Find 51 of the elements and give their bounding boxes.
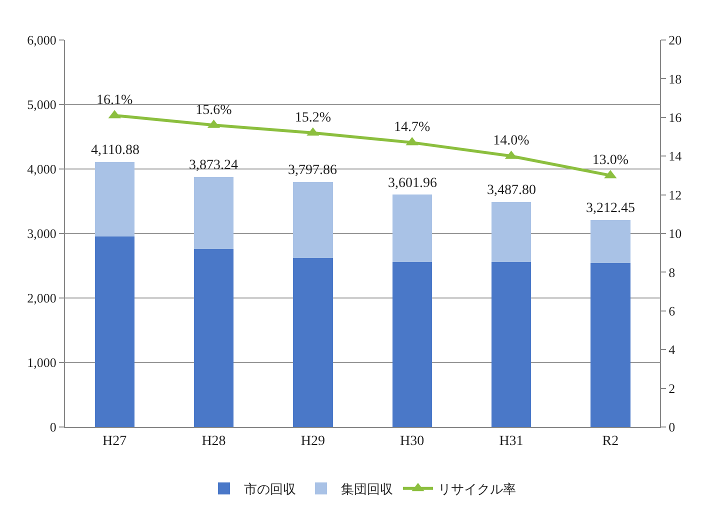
bar: [293, 182, 333, 258]
y-tick-label: 0: [50, 420, 56, 435]
bar: [491, 202, 532, 262]
y2-tick-label: 14: [668, 148, 682, 164]
x-tick-label: R2: [602, 434, 619, 449]
data-label: 15.6%: [196, 102, 232, 118]
bar: [590, 220, 630, 264]
total-label: 3,212.45: [586, 201, 635, 216]
bar: [94, 236, 134, 427]
x-tick-label: H27: [102, 434, 127, 449]
y2-tick-label: 10: [668, 226, 682, 242]
data-label: 14.0%: [493, 134, 530, 149]
total-label: 3,487.80: [487, 183, 536, 198]
total-label: 3,601.96: [388, 176, 437, 191]
y-tick-label: 4,000: [27, 162, 56, 177]
data-label: 14.7%: [394, 120, 430, 136]
bar: [392, 194, 432, 262]
bar: [194, 248, 234, 427]
y-tick-label: 5,000: [27, 97, 56, 112]
total-label: 4,110.88: [91, 143, 140, 158]
data-label: 13.0%: [592, 153, 629, 168]
data-label: 16.1%: [96, 93, 133, 108]
y-tick-label: 2,000: [27, 290, 56, 306]
legend-label: 市の回収: [244, 481, 296, 496]
y2-tick-label: 16: [668, 110, 682, 125]
y-tick-label: 1,000: [27, 355, 56, 370]
bar: [293, 258, 333, 427]
legend-label: リサイクル率: [438, 481, 516, 496]
x-tick-label: H30: [400, 434, 424, 449]
x-tick-label: H31: [499, 434, 524, 449]
y2-tick-label: 20: [668, 32, 682, 48]
y2-tick-label: 12: [668, 187, 682, 202]
y2-tick-label: 8: [668, 264, 676, 280]
x-tick-label: H29: [300, 434, 325, 449]
y2-tick-label: 4: [668, 342, 676, 358]
y2-tick-label: 18: [668, 71, 682, 86]
bar: [491, 262, 532, 427]
data-label: 15.2%: [294, 110, 332, 126]
total-label: 3,797.86: [288, 163, 337, 178]
bar: [590, 263, 630, 427]
y2-tick-label: 2: [668, 380, 676, 396]
bar: [94, 162, 134, 237]
x-tick-label: H28: [202, 434, 226, 449]
y-tick-label: 3,000: [27, 226, 56, 242]
y2-tick-label: 0: [668, 420, 676, 435]
total-label: 3,873.24: [189, 158, 238, 173]
y2-tick-label: 6: [668, 303, 676, 318]
bar: [194, 177, 234, 249]
y-tick-label: 6,000: [27, 32, 56, 48]
legend-label: 集団回収: [341, 481, 393, 496]
bar: [392, 262, 432, 427]
